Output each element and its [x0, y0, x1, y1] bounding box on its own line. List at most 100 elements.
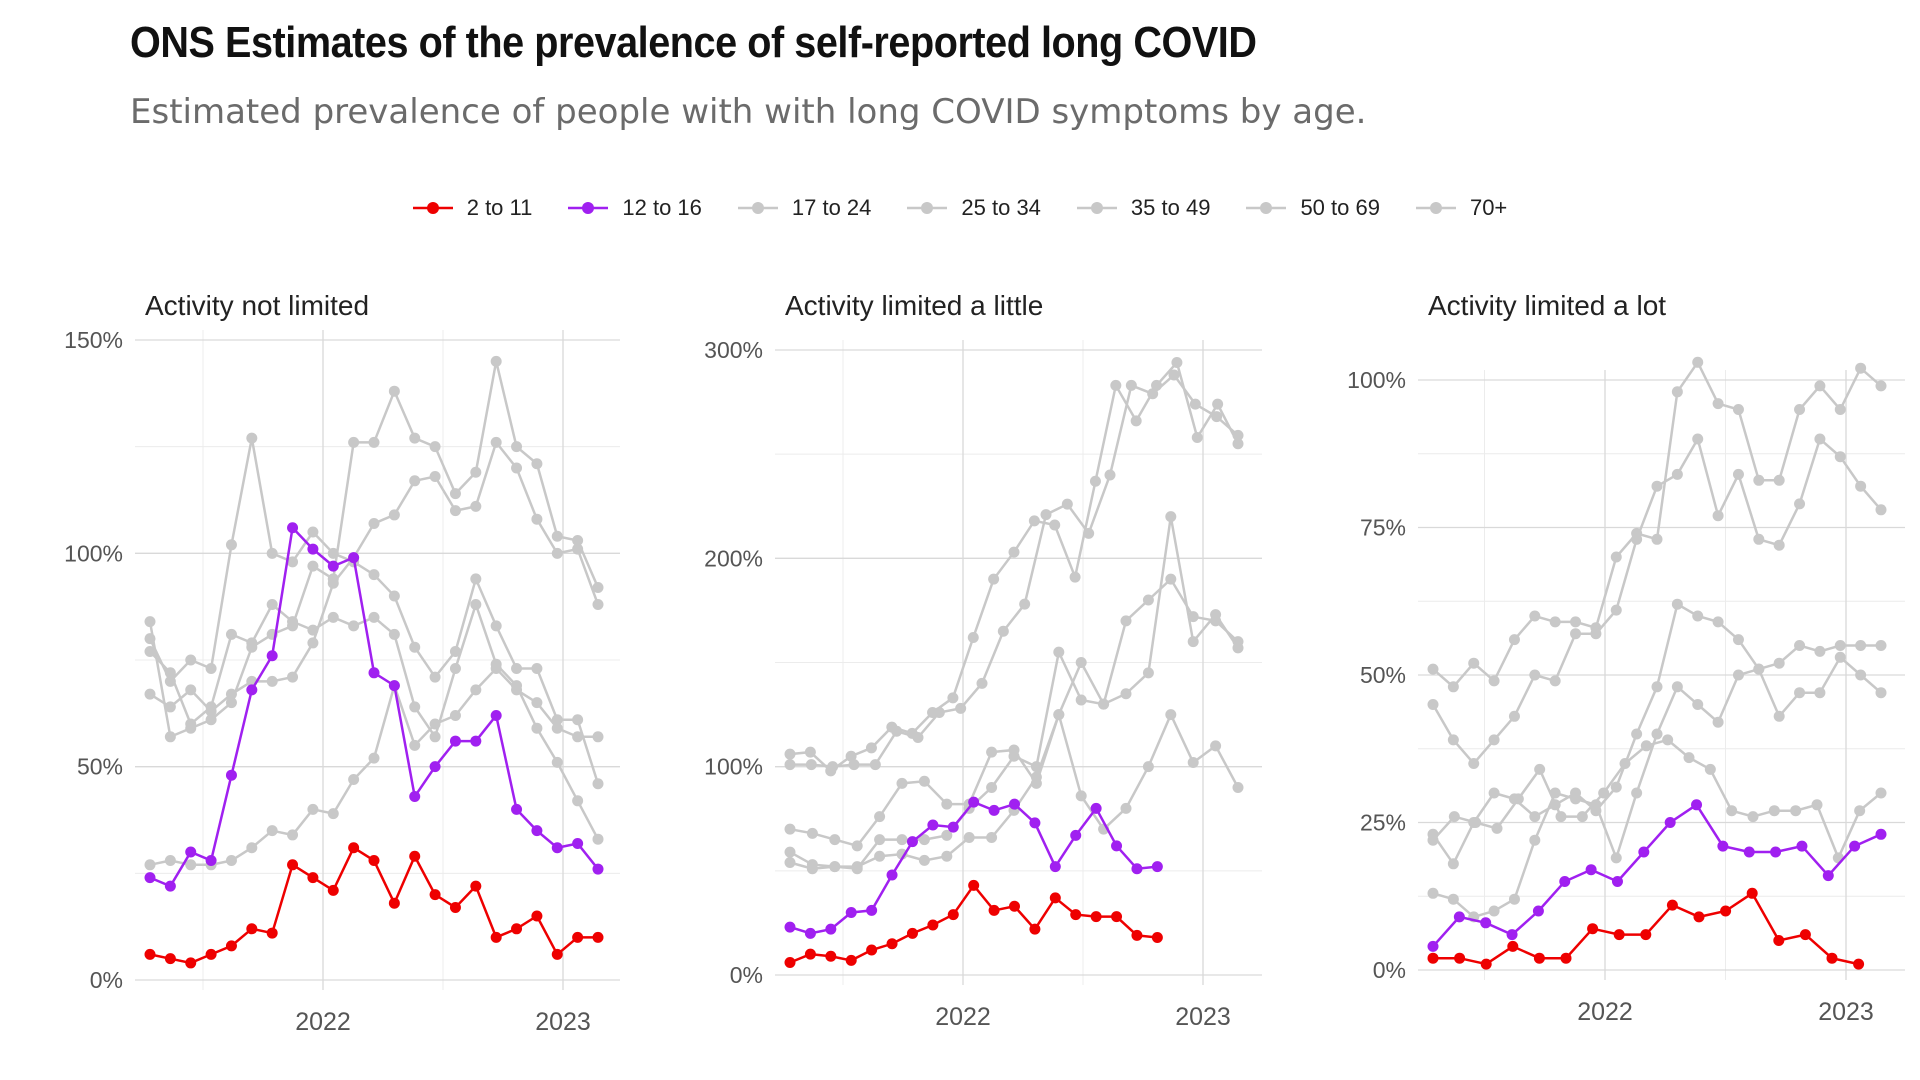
- data-point: [592, 833, 604, 845]
- data-point: [1570, 793, 1582, 805]
- data-point: [551, 948, 563, 960]
- data-point: [266, 927, 278, 939]
- series-25-to-34: [1427, 734, 1887, 864]
- data-point: [845, 907, 857, 918]
- data-point: [1720, 905, 1732, 917]
- data-point: [531, 722, 543, 734]
- data-point: [144, 859, 156, 871]
- data-point: [185, 722, 197, 734]
- facet-panel: 0% 100% 200% 300% 2022 2023 Activity limited a…: [704, 290, 1262, 1031]
- data-point: [266, 599, 278, 611]
- data-point: [164, 675, 176, 687]
- data-point: [1794, 404, 1806, 415]
- data-point: [1610, 781, 1622, 793]
- data-point: [1570, 616, 1582, 628]
- data-point: [1651, 728, 1663, 740]
- data-point: [164, 953, 176, 965]
- data-point: [988, 573, 1000, 585]
- data-point: [205, 855, 217, 867]
- data-point: [1151, 861, 1163, 873]
- data-point: [490, 620, 502, 632]
- data-point: [1168, 369, 1180, 381]
- data-point: [896, 777, 908, 789]
- data-point: [1028, 515, 1040, 527]
- y-tick-label: 200%: [704, 545, 763, 571]
- data-point: [144, 948, 156, 960]
- data-point: [1529, 811, 1541, 823]
- data-point: [307, 560, 319, 572]
- data-point: [572, 543, 584, 555]
- data-point: [1053, 709, 1065, 721]
- series-line: [1432, 359, 1882, 689]
- series-12-to-16: [144, 522, 604, 892]
- data-point: [1448, 811, 1460, 823]
- data-point: [1875, 828, 1887, 840]
- data-point: [1506, 929, 1518, 941]
- data-point: [1555, 811, 1567, 823]
- data-point: [1796, 840, 1808, 852]
- data-point: [1691, 799, 1703, 811]
- data-point: [266, 675, 278, 687]
- y-tick-label: 100%: [64, 540, 123, 566]
- data-point: [368, 569, 380, 581]
- data-point: [927, 919, 939, 931]
- data-point: [1671, 598, 1683, 610]
- data-point: [368, 436, 380, 448]
- data-point: [1753, 533, 1765, 545]
- data-point: [986, 782, 998, 793]
- data-point: [1110, 379, 1122, 391]
- data-point: [1794, 687, 1806, 699]
- data-point: [784, 748, 796, 760]
- data-point: [266, 547, 278, 559]
- data-point: [185, 957, 197, 969]
- data-point: [429, 761, 441, 773]
- data-point: [205, 663, 217, 675]
- data-point: [874, 850, 886, 862]
- data-point: [806, 827, 818, 839]
- data-point: [1712, 398, 1724, 410]
- data-point: [947, 692, 959, 704]
- data-point: [1560, 952, 1572, 964]
- data-point: [1570, 628, 1582, 640]
- legend-key-icon: [1415, 202, 1456, 214]
- x-tick-label: 2023: [535, 1008, 591, 1036]
- x-tick-label: 2023: [1175, 1003, 1231, 1031]
- data-point: [829, 861, 841, 873]
- data-point: [368, 752, 380, 764]
- data-point: [164, 731, 176, 743]
- data-point: [368, 611, 380, 623]
- data-point: [1598, 787, 1610, 799]
- data-point: [1610, 852, 1622, 864]
- y-tick-label: 0%: [730, 962, 763, 988]
- data-point: [1090, 911, 1102, 923]
- x-tick-label: 2022: [935, 1003, 991, 1031]
- chart-subtitle: Estimated prevalence of people with with…: [130, 92, 1367, 132]
- data-point: [470, 880, 482, 892]
- data-point: [348, 436, 360, 448]
- data-point: [592, 863, 604, 875]
- legend-key-icon: [737, 202, 778, 214]
- data-point: [449, 663, 461, 675]
- data-point: [1549, 675, 1561, 687]
- data-point: [449, 709, 461, 721]
- data-point: [511, 803, 523, 815]
- data-point: [968, 796, 980, 808]
- series-2-to-11: [144, 842, 604, 969]
- data-point: [246, 432, 258, 444]
- data-point: [891, 725, 903, 737]
- series-12-to-16: [784, 796, 1163, 939]
- data-point: [1090, 802, 1102, 814]
- data-point: [1549, 787, 1561, 799]
- series-line: [148, 361, 600, 739]
- data-point: [1470, 817, 1482, 828]
- data-point: [1834, 404, 1846, 415]
- data-point: [1664, 817, 1676, 828]
- data-point: [1814, 380, 1826, 392]
- data-point: [449, 645, 461, 657]
- data-point: [1427, 940, 1439, 952]
- data-point: [511, 462, 523, 474]
- data-point: [225, 940, 237, 952]
- data-point: [1790, 805, 1802, 817]
- data-point: [1638, 846, 1650, 858]
- data-point: [866, 904, 878, 916]
